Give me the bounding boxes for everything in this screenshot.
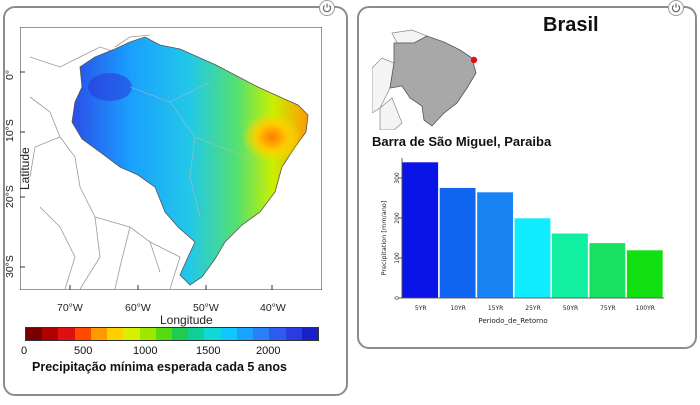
x-tick-label: 40°W <box>260 302 286 314</box>
x-tick-label: 70°W <box>57 302 83 314</box>
colorbar-tick: 0 <box>21 345 28 357</box>
colorbar-segment <box>301 328 318 340</box>
bar <box>513 217 552 299</box>
x-tick-label: 15YR <box>488 305 503 312</box>
x-axis-label: Periodo_de_Retorno <box>478 317 547 325</box>
country-borders <box>29 34 181 290</box>
x-axis-label: Longitude <box>160 313 213 327</box>
colorbar-segment <box>171 328 189 340</box>
colorbar-tick: 1000 <box>133 345 158 357</box>
x-tick-label: 10YR <box>450 305 465 312</box>
x-tick-label: 25YR <box>525 305 540 312</box>
y-tick-label: 0 <box>394 296 401 300</box>
power-icon[interactable] <box>319 0 335 16</box>
colorbar-segment <box>253 328 270 340</box>
bar <box>551 232 589 299</box>
x-tick-label: 60°W <box>125 302 151 314</box>
colorbar-segment <box>58 328 75 340</box>
colorbar-tick: 500 <box>74 345 93 357</box>
y-tick-label: 300 <box>394 172 401 184</box>
y-axis-label: Latitude <box>18 147 32 190</box>
return-period-bar-chart: 5YR 10YR 15YR 25YR 50YR 75YR 100YR 0 100 200 300 Pe… <box>380 158 664 325</box>
location-marker <box>470 56 478 64</box>
colorbar-segment <box>220 328 237 340</box>
power-icon[interactable] <box>668 0 684 16</box>
bar <box>401 161 439 299</box>
colorbar-segment <box>74 328 91 340</box>
bar <box>588 242 626 299</box>
colorbar-segment <box>204 328 221 340</box>
colorbar-title: Precipitação mínima esperada cada 5 anos <box>32 360 287 374</box>
bar <box>439 187 477 299</box>
x-tick-label: 75YR <box>600 305 615 312</box>
location-minimap <box>371 28 482 131</box>
dry-region-hotspot <box>242 112 302 162</box>
brazil-minimap-shape <box>389 35 477 127</box>
location-title: Barra de São Miguel, Paraiba <box>372 134 552 149</box>
colorbar <box>25 327 319 341</box>
colorbar-segment <box>285 328 302 340</box>
brazil-shape <box>71 36 309 286</box>
x-tick-label: 50YR <box>563 305 578 312</box>
y-tick-label: 20°S <box>4 185 16 208</box>
colorbar-segment <box>107 328 124 340</box>
colorbar-segment <box>188 328 205 340</box>
bar <box>626 249 664 299</box>
precipitation-map <box>19 26 323 291</box>
y-tick-label: 200 <box>394 212 401 224</box>
colorbar-tick: 1500 <box>196 345 221 357</box>
x-tick-label: 100YR <box>636 305 655 312</box>
y-tick-label: 10°S <box>4 119 16 142</box>
country-title: Brasil <box>543 14 599 36</box>
colorbar-segment <box>139 328 156 340</box>
colorbar-segment <box>269 328 286 340</box>
bar <box>476 191 514 299</box>
colorbar-segment <box>123 328 140 340</box>
colorbar-tick: 2000 <box>256 345 281 357</box>
colorbar-segment <box>26 328 43 340</box>
colorbar-segment <box>90 328 108 340</box>
colorbar-segment <box>236 328 254 340</box>
y-tick-label: 100 <box>394 252 401 264</box>
x-tick-label: 50°W <box>193 302 219 314</box>
y-tick-label: 30°S <box>4 255 16 278</box>
colorbar-segment <box>42 328 59 340</box>
x-tick-label: 5YR <box>415 305 427 312</box>
y-tick-label: 0° <box>4 69 16 80</box>
colorbar-segment <box>155 328 172 340</box>
y-axis-label: Precipitation [mm/ano] <box>380 201 388 276</box>
